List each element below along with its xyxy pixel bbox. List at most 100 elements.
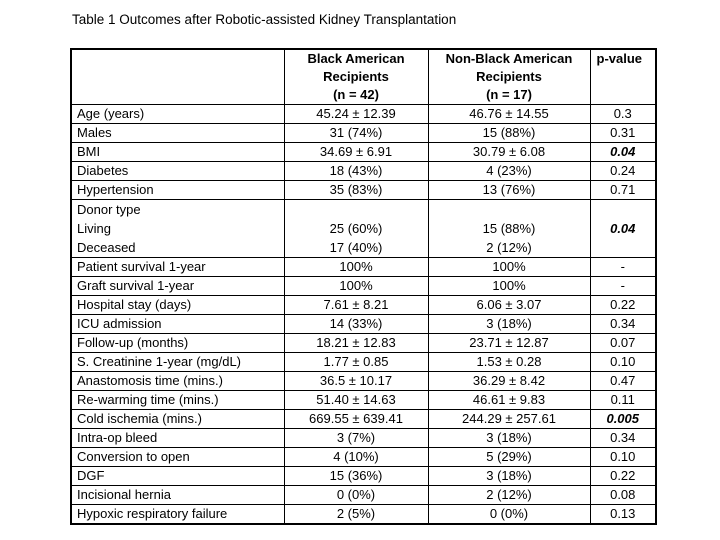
table-row: Hospital stay (days) 7.61 ± 8.21 6.06 ± 3.… (70, 295, 657, 315)
nonblack-value-cell: 13 (76%) (427, 180, 591, 200)
nonblack-value-cell: 46.76 ± 14.55 (427, 104, 591, 124)
pvalue-cell: 0.11 (589, 390, 657, 410)
pvalue-header-cell: p-value (589, 48, 657, 105)
table-row: Diabetes 18 (43%) 4 (23%) 0.24 (70, 161, 657, 181)
black-value-cell: 18 (43%) (283, 161, 429, 181)
header-line: (n = 17) (486, 87, 532, 102)
cell-line: 2 (12%) (486, 240, 532, 255)
black-value-cell: 100% (283, 276, 429, 296)
table-row: Age (years) 45.24 ± 12.39 46.76 ± 14.55 0.3 (70, 104, 657, 124)
table-row: Conversion to open 4 (10%) 5 (29%) 0.10 (70, 447, 657, 467)
black-value-cell: 0 (0%) (283, 485, 429, 505)
black-value-cell: 100% (283, 257, 429, 277)
pvalue-cell: 0.10 (589, 352, 657, 372)
row-label-cell: Conversion to open (70, 447, 285, 467)
pvalue-cell: - (589, 257, 657, 277)
row-label-cell: Hospital stay (days) (70, 295, 285, 315)
black-value-cell: 1.77 ± 0.85 (283, 352, 429, 372)
nonblack-value-cell: 46.61 ± 9.83 (427, 390, 591, 410)
pvalue-cell: 0.07 (589, 333, 657, 353)
nonblack-value-cell: 3 (18%) (427, 314, 591, 334)
non-black-american-header-cell: Non-Black American Recipients (n = 17) (427, 48, 591, 105)
table-row: Anastomosis time (mins.) 36.5 ± 10.17 36.2… (70, 371, 657, 391)
pvalue-cell: 0.47 (589, 371, 657, 391)
black-american-header-cell: Black American Recipients (n = 42) (283, 48, 429, 105)
pvalue-cell: 0.34 (589, 428, 657, 448)
row-label-cell: BMI (70, 142, 285, 162)
black-value-cell: 669.55 ± 639.41 (283, 409, 429, 429)
row-label-cell: Hypoxic respiratory failure (70, 504, 285, 525)
nonblack-value-cell: 1.53 ± 0.28 (427, 352, 591, 372)
table-row: Hypertension 35 (83%) 13 (76%) 0.71 (70, 180, 657, 200)
pvalue-cell: 0.005 (589, 409, 657, 429)
table-row: BMI 34.69 ± 6.91 30.79 ± 6.08 0.04 (70, 142, 657, 162)
nonblack-value-cell: 2 (12%) (427, 485, 591, 505)
cell-line (290, 201, 423, 220)
nonblack-value-cell: 23.71 ± 12.87 (427, 333, 591, 353)
header-row: Black American Recipients (n = 42) Non-Blac… (70, 48, 657, 105)
pvalue-cell: 0.22 (589, 466, 657, 486)
black-value-cell: 15 (36%) (283, 466, 429, 486)
black-value-cell: 2 (5%) (283, 504, 429, 525)
pvalue-cell: 0.24 (589, 161, 657, 181)
pvalue-cell: 0.3 (589, 104, 657, 124)
row-label-cell: Intra-op bleed (70, 428, 285, 448)
nonblack-value-cell: 15 (88%) (427, 123, 591, 143)
row-label-cell: Males (70, 123, 285, 143)
row-label-cell: Hypertension (70, 180, 285, 200)
table-caption: Table 1 Outcomes after Robotic-assisted … (72, 12, 457, 27)
row-label-cell: Graft survival 1-year (70, 276, 285, 296)
pvalue-cell: 0.13 (589, 504, 657, 525)
black-value-cell: 3 (7%) (283, 428, 429, 448)
header-line: Black American (307, 51, 405, 66)
table-row: S. Creatinine 1-year (mg/dL) 1.77 ± 0.85 1… (70, 352, 657, 372)
table-row: Intra-op bleed 3 (7%) 3 (18%) 0.34 (70, 428, 657, 448)
cell-line: 15 (88%) (482, 221, 536, 236)
cell-line: Donor type (77, 202, 141, 217)
nonblack-value-cell: 5 (29%) (427, 447, 591, 467)
table-row: Cold ischemia (mins.) 669.55 ± 639.41 244.… (70, 409, 657, 429)
black-value-cell: 45.24 ± 12.39 (283, 104, 429, 124)
cell-line: Deceased (77, 240, 136, 255)
row-label-cell: Donor type Living Deceased (70, 199, 285, 258)
table-row: DGF 15 (36%) 3 (18%) 0.22 (70, 466, 657, 486)
outcomes-table: Black American Recipients (n = 42) Non-Blac… (70, 48, 657, 525)
table-row: ICU admission 14 (33%) 3 (18%) 0.34 (70, 314, 657, 334)
black-value-cell: 25 (60%) 17 (40%) (283, 199, 429, 258)
table-row: Incisional hernia 0 (0%) 2 (12%) 0.08 (70, 485, 657, 505)
black-value-cell: 51.40 ± 14.63 (283, 390, 429, 410)
header-line: Recipients (323, 69, 389, 84)
black-value-cell: 4 (10%) (283, 447, 429, 467)
nonblack-value-cell: 30.79 ± 6.08 (427, 142, 591, 162)
table-row: Re-warming time (mins.) 51.40 ± 14.63 46.6… (70, 390, 657, 410)
pvalue-cell: 0.71 (589, 180, 657, 200)
nonblack-value-cell: 0 (0%) (427, 504, 591, 525)
header-line: Non-Black American (445, 51, 573, 66)
nonblack-value-cell: 100% (427, 276, 591, 296)
pvalue-cell: 0.04 (589, 142, 657, 162)
row-label-cell: Re-warming time (mins.) (70, 390, 285, 410)
row-label-cell: Patient survival 1-year (70, 257, 285, 277)
black-value-cell: 35 (83%) (283, 180, 429, 200)
nonblack-value-cell: 244.29 ± 257.61 (427, 409, 591, 429)
nonblack-value-cell: 100% (427, 257, 591, 277)
pvalue-cell: 0.34 (589, 314, 657, 334)
pvalue-cell: 0.10 (589, 447, 657, 467)
black-value-cell: 14 (33%) (283, 314, 429, 334)
nonblack-value-cell: 4 (23%) (427, 161, 591, 181)
nonblack-value-cell: 3 (18%) (427, 466, 591, 486)
row-label-cell: ICU admission (70, 314, 285, 334)
row-label-cell: Follow-up (months) (70, 333, 285, 353)
table-header: Black American Recipients (n = 42) Non-Blac… (70, 48, 657, 105)
nonblack-value-cell: 15 (88%) 2 (12%) (427, 199, 591, 258)
row-label-cell: S. Creatinine 1-year (mg/dL) (70, 352, 285, 372)
row-label-cell: Anastomosis time (mins.) (70, 371, 285, 391)
nonblack-value-cell: 3 (18%) (427, 428, 591, 448)
row-label-cell: Diabetes (70, 161, 285, 181)
table-row: Donor type Living Deceased 25 (60%) 17 (40%)… (70, 199, 657, 258)
pvalue-cell: 0.22 (589, 295, 657, 315)
pvalue-cell: 0.31 (589, 123, 657, 143)
nonblack-value-cell: 36.29 ± 8.42 (427, 371, 591, 391)
header-line: p-value (596, 51, 643, 66)
